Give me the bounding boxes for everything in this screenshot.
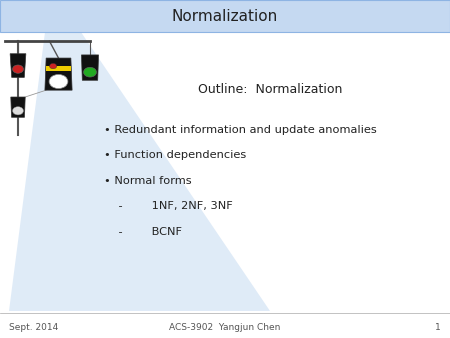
Polygon shape — [45, 58, 72, 90]
Circle shape — [13, 65, 23, 73]
Circle shape — [13, 107, 23, 115]
Polygon shape — [11, 97, 25, 117]
Circle shape — [49, 74, 68, 89]
Text: • Function dependencies: • Function dependencies — [104, 150, 246, 161]
Circle shape — [50, 64, 57, 69]
Text: ACS-3902  Yangjun Chen: ACS-3902 Yangjun Chen — [169, 323, 281, 332]
FancyBboxPatch shape — [0, 0, 450, 32]
Text: Sept. 2014: Sept. 2014 — [9, 323, 58, 332]
FancyBboxPatch shape — [46, 66, 71, 69]
Text: • Redundant information and update anomalies: • Redundant information and update anoma… — [104, 125, 376, 135]
Circle shape — [84, 67, 96, 77]
Polygon shape — [10, 54, 26, 77]
Polygon shape — [81, 55, 99, 80]
FancyBboxPatch shape — [46, 69, 71, 71]
Text: -        1NF, 2NF, 3NF: - 1NF, 2NF, 3NF — [104, 201, 232, 211]
Text: Normalization: Normalization — [172, 9, 278, 24]
Polygon shape — [9, 32, 270, 311]
Text: -        BCNF: - BCNF — [104, 226, 181, 237]
FancyBboxPatch shape — [46, 68, 71, 70]
Text: 1: 1 — [435, 323, 441, 332]
Text: • Normal forms: • Normal forms — [104, 176, 191, 186]
Text: Outline:  Normalization: Outline: Normalization — [198, 83, 342, 96]
